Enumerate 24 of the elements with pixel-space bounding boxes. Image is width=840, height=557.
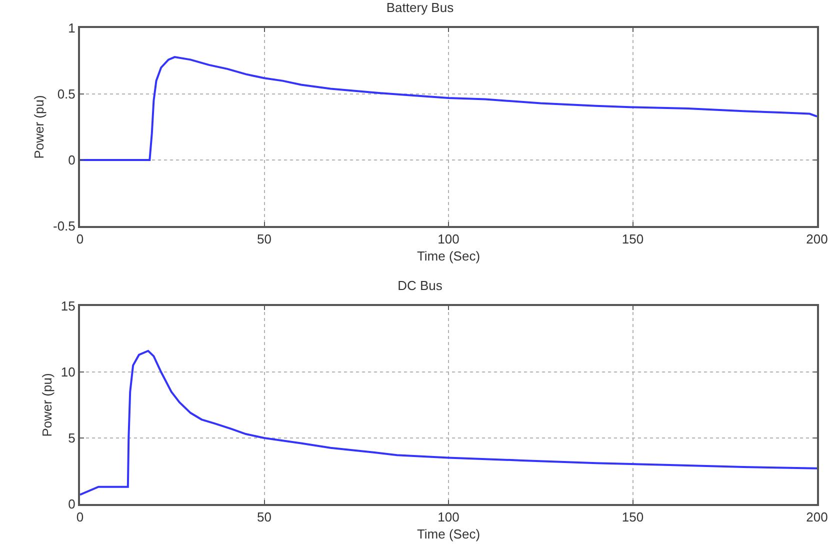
y-tick-label: 0 xyxy=(68,152,76,168)
y-axis-title: Power (pu) xyxy=(31,95,46,159)
x-tick-label: 200 xyxy=(806,510,828,525)
y-tick-label: 10 xyxy=(60,364,76,380)
x-axis-title: Time (Sec) xyxy=(416,526,480,542)
line-series xyxy=(80,350,817,496)
y-tick-label: 0.5 xyxy=(57,86,76,102)
y-axis-title: Power (pu) xyxy=(39,373,54,437)
y-tick-label: 15 xyxy=(60,298,76,314)
x-tick-label: 50 xyxy=(257,510,272,525)
chart-title: Battery Bus xyxy=(386,0,454,15)
y-tick-label: 5 xyxy=(68,430,76,446)
x-tick-label: 200 xyxy=(806,232,828,247)
x-tick-label: 150 xyxy=(622,232,644,247)
line-series xyxy=(80,56,817,161)
x-tick-label: 50 xyxy=(257,232,272,247)
x-axis-title: Time (Sec) xyxy=(416,248,480,264)
x-tick-label: 150 xyxy=(622,510,644,525)
x-tick-label: 100 xyxy=(438,510,460,525)
chart-title: DC Bus xyxy=(398,278,443,293)
y-tick-label: 0 xyxy=(68,496,76,512)
y-tick-label: -0.5 xyxy=(52,218,76,234)
y-tick-label: 1 xyxy=(68,20,76,36)
x-tick-label: 100 xyxy=(438,232,460,247)
